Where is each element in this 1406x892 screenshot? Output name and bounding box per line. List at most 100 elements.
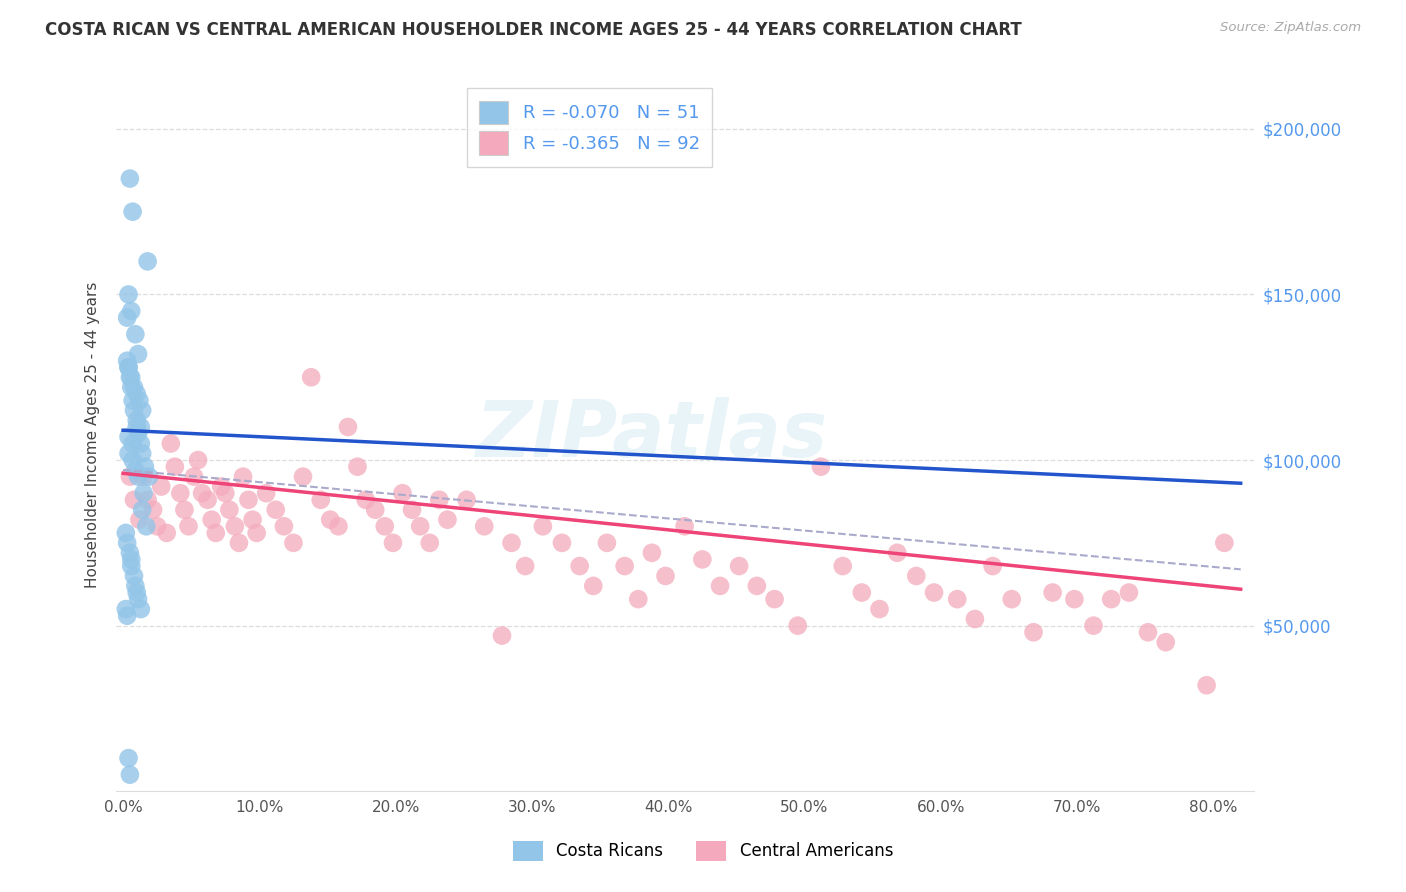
- Point: [129, 602, 152, 616]
- Point: [886, 546, 908, 560]
- Point: [121, 204, 143, 219]
- Point: [810, 459, 832, 474]
- Point: [427, 492, 450, 507]
- Point: [346, 459, 368, 474]
- Point: [1042, 585, 1064, 599]
- Point: [1118, 585, 1140, 599]
- Point: [177, 519, 200, 533]
- Point: [115, 310, 138, 325]
- Point: [150, 479, 173, 493]
- Point: [654, 569, 676, 583]
- Point: [627, 592, 650, 607]
- Point: [232, 469, 254, 483]
- Point: [117, 360, 139, 375]
- Point: [401, 502, 423, 516]
- Point: [1137, 625, 1160, 640]
- Point: [501, 536, 523, 550]
- Point: [328, 519, 350, 533]
- Point: [491, 629, 513, 643]
- Point: [122, 403, 145, 417]
- Point: [125, 413, 148, 427]
- Point: [745, 579, 768, 593]
- Point: [183, 469, 205, 483]
- Point: [125, 585, 148, 599]
- Point: [118, 546, 141, 560]
- Point: [118, 171, 141, 186]
- Point: [228, 536, 250, 550]
- Point: [125, 420, 148, 434]
- Point: [127, 347, 149, 361]
- Point: [673, 519, 696, 533]
- Point: [264, 502, 287, 516]
- Point: [831, 559, 853, 574]
- Point: [641, 546, 664, 560]
- Point: [436, 513, 458, 527]
- Point: [128, 393, 150, 408]
- Point: [409, 519, 432, 533]
- Point: [922, 585, 945, 599]
- Point: [319, 513, 342, 527]
- Point: [242, 513, 264, 527]
- Point: [187, 453, 209, 467]
- Point: [728, 559, 751, 574]
- Point: [122, 569, 145, 583]
- Point: [381, 536, 404, 550]
- Y-axis label: Householder Income Ages 25 - 44 years: Householder Income Ages 25 - 44 years: [86, 282, 100, 589]
- Point: [1213, 536, 1236, 550]
- Point: [238, 492, 260, 507]
- Point: [214, 486, 236, 500]
- Point: [224, 519, 246, 533]
- Point: [1083, 618, 1105, 632]
- Point: [374, 519, 396, 533]
- Point: [582, 579, 605, 593]
- Point: [146, 519, 169, 533]
- Point: [472, 519, 495, 533]
- Point: [115, 353, 138, 368]
- Point: [391, 486, 413, 500]
- Point: [118, 469, 141, 483]
- Point: [336, 420, 359, 434]
- Point: [138, 469, 160, 483]
- Point: [218, 502, 240, 516]
- Text: Source: ZipAtlas.com: Source: ZipAtlas.com: [1220, 21, 1361, 35]
- Text: ZIPatlas: ZIPatlas: [475, 397, 827, 474]
- Point: [551, 536, 574, 550]
- Point: [1195, 678, 1218, 692]
- Point: [121, 393, 143, 408]
- Point: [136, 492, 159, 507]
- Point: [128, 513, 150, 527]
- Point: [309, 492, 332, 507]
- Point: [115, 608, 138, 623]
- Point: [135, 519, 157, 533]
- Point: [124, 463, 146, 477]
- Point: [763, 592, 786, 607]
- Point: [120, 304, 142, 318]
- Point: [127, 469, 149, 483]
- Point: [121, 453, 143, 467]
- Point: [283, 536, 305, 550]
- Point: [131, 446, 153, 460]
- Point: [1154, 635, 1177, 649]
- Point: [142, 502, 165, 516]
- Point: [786, 618, 808, 632]
- Point: [354, 492, 377, 507]
- Point: [197, 492, 219, 507]
- Point: [209, 479, 232, 493]
- Point: [120, 380, 142, 394]
- Legend: R = -0.070   N = 51, R = -0.365   N = 92: R = -0.070 N = 51, R = -0.365 N = 92: [467, 88, 713, 167]
- Point: [515, 559, 537, 574]
- Point: [273, 519, 295, 533]
- Point: [117, 430, 139, 444]
- Point: [1063, 592, 1085, 607]
- Point: [963, 612, 986, 626]
- Point: [124, 327, 146, 342]
- Point: [127, 592, 149, 607]
- Point: [201, 513, 224, 527]
- Legend: Costa Ricans, Central Americans: Costa Ricans, Central Americans: [506, 834, 900, 868]
- Point: [246, 525, 269, 540]
- Point: [419, 536, 441, 550]
- Point: [1022, 625, 1045, 640]
- Point: [134, 459, 156, 474]
- Point: [531, 519, 554, 533]
- Point: [129, 436, 152, 450]
